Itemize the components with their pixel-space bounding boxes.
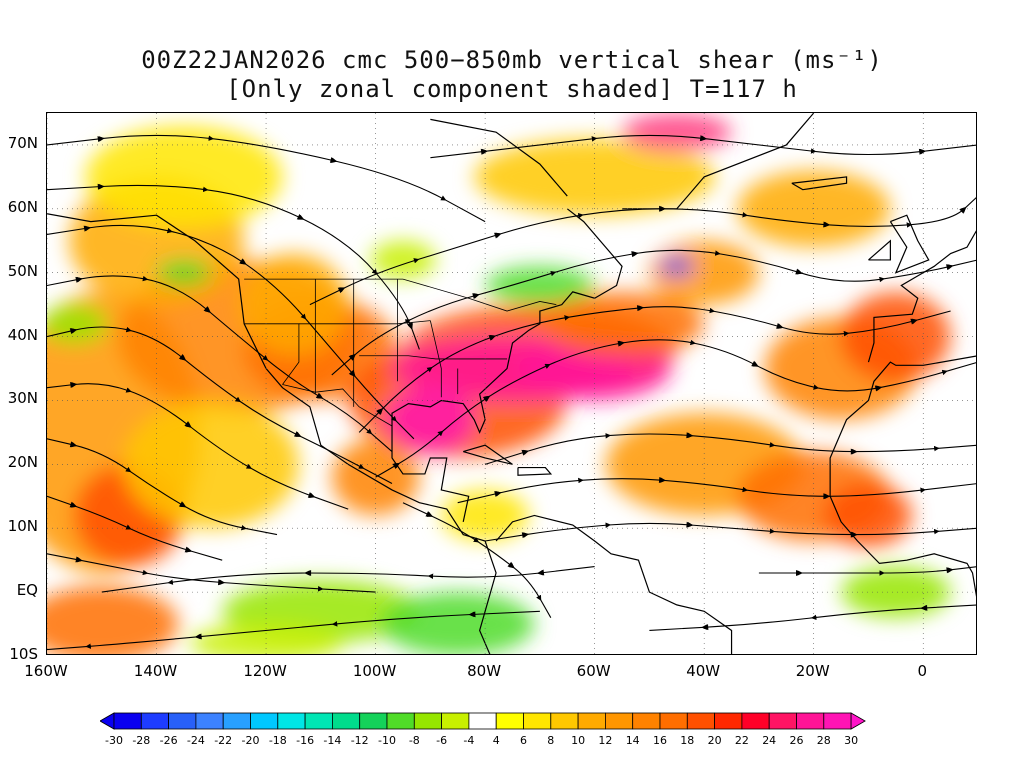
streamlines bbox=[47, 134, 976, 651]
colorbar-tick-label: 6 bbox=[520, 734, 527, 747]
colorbar-tick-label: 18 bbox=[680, 734, 695, 747]
colorbar-tick-label: 24 bbox=[762, 734, 777, 747]
colorbar-tick-label: -20 bbox=[241, 734, 260, 747]
lon-tick-label: 60W bbox=[576, 662, 611, 680]
lat-tick-label: 50N bbox=[7, 261, 38, 280]
colorbar-tick-label: -14 bbox=[323, 734, 342, 747]
lat-tick-label: EQ bbox=[16, 581, 38, 600]
lat-tick-label: 40N bbox=[7, 325, 38, 344]
lon-tick-label: 120W bbox=[243, 662, 287, 680]
lat-tick-label: 70N bbox=[7, 133, 38, 152]
lon-tick-label: 100W bbox=[352, 662, 397, 680]
colorbar-tick-label: 26 bbox=[789, 734, 804, 747]
shear-map bbox=[46, 112, 977, 655]
lon-tick-label: 40W bbox=[686, 662, 721, 680]
lon-tick-label: 140W bbox=[133, 662, 178, 680]
lon-tick-label: 0 bbox=[917, 662, 927, 680]
colorbar-tick-label: -6 bbox=[436, 734, 448, 747]
lat-tick-label: 10N bbox=[7, 517, 38, 536]
lat-tick-label: 60N bbox=[7, 197, 38, 216]
colorbar-tick-label: -26 bbox=[159, 734, 178, 747]
shear-shading bbox=[47, 113, 951, 654]
colorbar-tick-label: -24 bbox=[186, 734, 205, 747]
colorbar-tick-label: 22 bbox=[734, 734, 749, 747]
colorbar bbox=[100, 712, 866, 730]
lat-tick-label: 20N bbox=[7, 453, 38, 472]
colorbar-tick-label: 16 bbox=[653, 734, 667, 747]
colorbar-tick-label: 20 bbox=[707, 734, 722, 747]
colorbar-tick-label: -4 bbox=[463, 734, 475, 747]
colorbar-tick-label: -30 bbox=[105, 734, 123, 747]
lon-tick-label: 160W bbox=[24, 662, 68, 680]
colorbar-tick-label: 14 bbox=[625, 734, 640, 747]
lon-tick-label: 80W bbox=[467, 662, 502, 680]
colorbar-tick-label: 28 bbox=[816, 734, 831, 747]
lat-tick-label: 30N bbox=[7, 389, 38, 408]
colorbar-tick-label: 8 bbox=[547, 734, 555, 747]
colorbar-tick-label: -16 bbox=[296, 734, 315, 747]
colorbar-tick-label: 10 bbox=[571, 734, 586, 747]
colorbar-tick-label: -10 bbox=[378, 734, 396, 747]
colorbar-tick-label: -18 bbox=[268, 734, 287, 747]
colorbar-tick-label: -8 bbox=[408, 734, 420, 747]
colorbar-tick-label: -28 bbox=[132, 734, 151, 747]
colorbar-tick-label: 4 bbox=[492, 734, 500, 747]
lon-tick-label: 20W bbox=[795, 662, 830, 680]
lat-tick-label: 10S bbox=[9, 645, 38, 663]
colorbar-tick-label: 12 bbox=[598, 734, 613, 747]
colorbar-tick-label: -22 bbox=[214, 734, 233, 747]
chart-title-line2: [Only zonal component shaded] T=117 h bbox=[226, 75, 798, 103]
colorbar-tick-label: 30 bbox=[844, 734, 859, 747]
colorbar-tick-label: -12 bbox=[350, 734, 369, 747]
chart-title-line1: 00Z22JAN2026 cmc 500−850mb vertical shea… bbox=[141, 46, 883, 74]
map-svg bbox=[47, 113, 976, 654]
